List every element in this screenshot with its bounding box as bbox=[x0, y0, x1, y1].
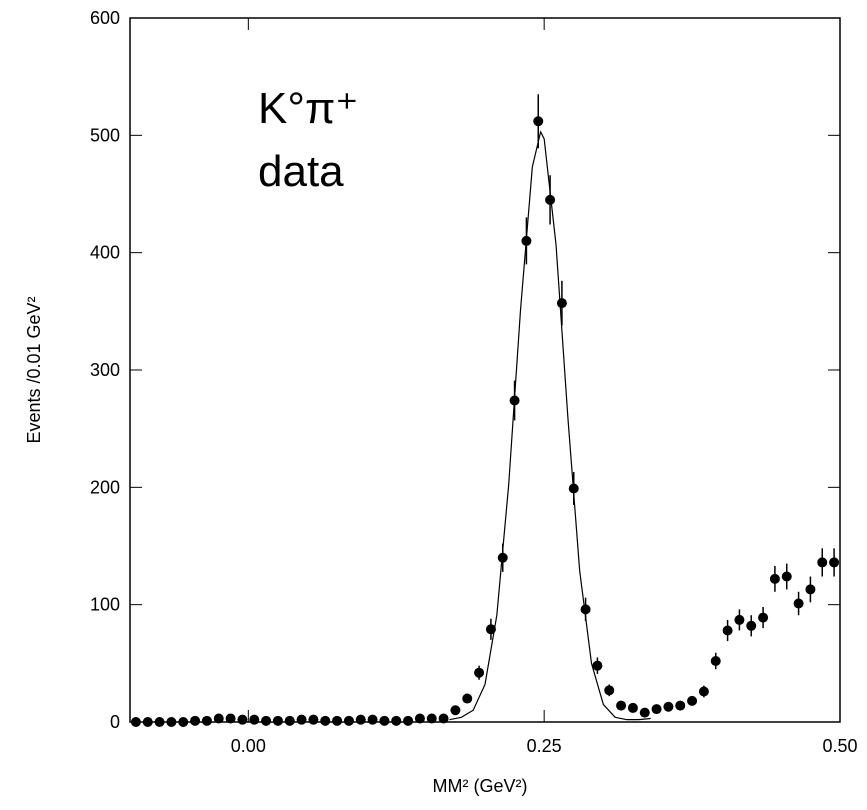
data-point bbox=[225, 713, 236, 724]
data-point bbox=[651, 704, 662, 715]
data-point bbox=[462, 693, 473, 704]
data-point bbox=[769, 573, 780, 584]
data-point bbox=[556, 298, 567, 309]
data-point bbox=[403, 715, 414, 726]
data-point bbox=[580, 604, 591, 615]
data-point bbox=[237, 714, 248, 725]
data-point bbox=[497, 552, 508, 563]
data-point bbox=[284, 715, 295, 726]
data-point bbox=[178, 717, 189, 727]
x-tick-label: 0.00 bbox=[231, 736, 266, 756]
data-point bbox=[272, 715, 283, 726]
data-point bbox=[190, 715, 201, 726]
y-tick-label: 400 bbox=[90, 243, 120, 263]
data-point bbox=[698, 686, 709, 697]
data-point bbox=[817, 557, 828, 568]
y-axis-label: Events /0.01 GeV² bbox=[24, 296, 44, 443]
data-point bbox=[710, 655, 721, 666]
x-axis-label: MM² (GeV²) bbox=[433, 776, 528, 796]
data-point bbox=[616, 700, 627, 711]
data-point bbox=[414, 713, 425, 724]
annotation: data bbox=[258, 147, 344, 196]
data-point bbox=[793, 598, 804, 609]
x-tick-label: 0.50 bbox=[822, 736, 857, 756]
y-tick-label: 600 bbox=[90, 8, 120, 28]
data-point bbox=[261, 715, 272, 726]
data-point bbox=[805, 584, 816, 595]
data-point bbox=[722, 625, 733, 636]
data-point bbox=[734, 614, 745, 625]
fit-curve bbox=[449, 130, 651, 721]
data-point bbox=[332, 715, 343, 726]
data-point bbox=[249, 714, 260, 725]
data-point bbox=[746, 620, 757, 631]
data-point bbox=[829, 557, 840, 568]
data-point bbox=[391, 715, 402, 726]
data-point bbox=[450, 705, 461, 716]
data-point bbox=[201, 715, 212, 726]
data-point bbox=[296, 714, 307, 725]
y-tick-label: 200 bbox=[90, 477, 120, 497]
y-tick-label: 500 bbox=[90, 125, 120, 145]
data-point bbox=[604, 685, 615, 696]
data-point bbox=[781, 571, 792, 582]
data-point bbox=[154, 717, 165, 727]
y-tick-label: 100 bbox=[90, 595, 120, 615]
data-point bbox=[687, 695, 698, 706]
data-point bbox=[627, 702, 638, 713]
data-point bbox=[166, 717, 177, 727]
data-point bbox=[474, 667, 485, 678]
data-point bbox=[308, 714, 319, 725]
data-point bbox=[592, 660, 603, 671]
data-point bbox=[533, 116, 544, 127]
data-point bbox=[426, 713, 437, 724]
plot-frame bbox=[129, 17, 841, 723]
data-point bbox=[379, 715, 390, 726]
data-point bbox=[142, 717, 153, 727]
y-tick-label: 300 bbox=[90, 360, 120, 380]
data-point bbox=[545, 194, 556, 205]
data-point bbox=[663, 701, 674, 712]
data-point bbox=[438, 713, 449, 724]
y-tick-label: 0 bbox=[110, 712, 120, 732]
data-point bbox=[355, 714, 366, 725]
data-point bbox=[675, 700, 686, 711]
annotation: K°π⁺ bbox=[258, 84, 359, 133]
x-tick-label: 0.25 bbox=[527, 736, 562, 756]
data-point bbox=[367, 714, 378, 725]
data-point bbox=[343, 715, 354, 726]
data-point bbox=[758, 612, 769, 623]
data-point bbox=[320, 715, 331, 726]
data-point bbox=[639, 707, 650, 718]
data-point bbox=[130, 717, 141, 727]
data-point bbox=[213, 713, 224, 724]
